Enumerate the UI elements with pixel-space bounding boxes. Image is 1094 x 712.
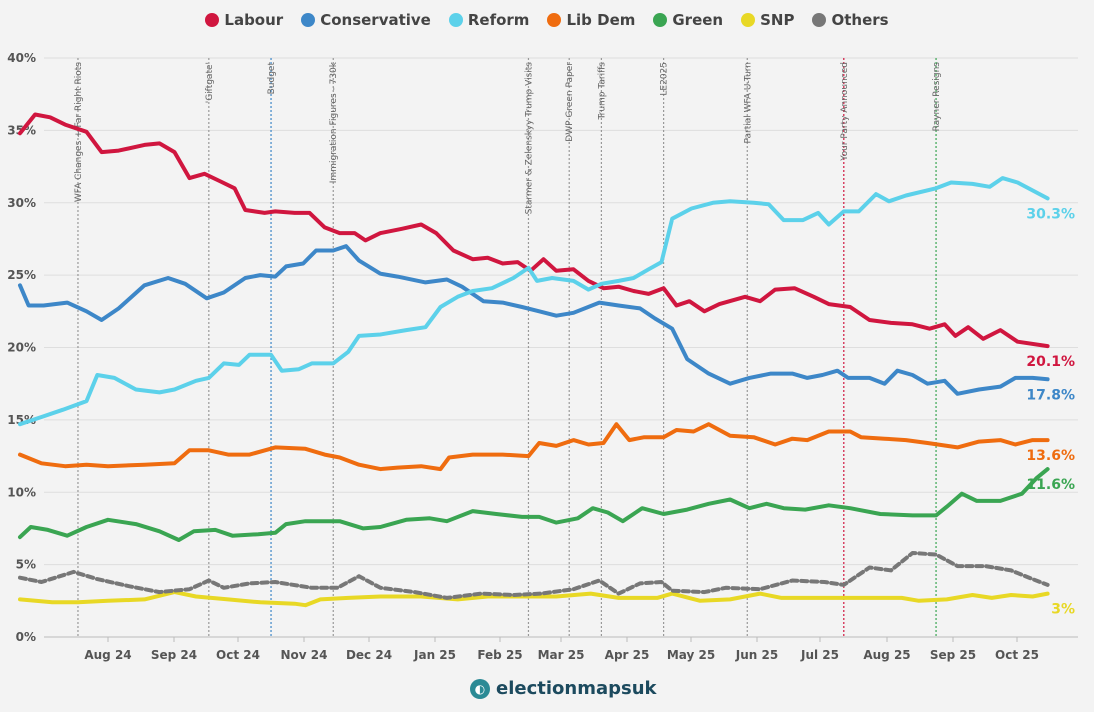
end-value-label: 13.6% bbox=[1026, 448, 1075, 464]
x-tick-label: Apr 25 bbox=[605, 648, 650, 662]
series-line-conservative bbox=[18, 244, 1050, 396]
y-tick-label: 10% bbox=[7, 485, 36, 499]
y-tick-label: 0% bbox=[16, 630, 36, 644]
y-tick-label: 20% bbox=[7, 341, 36, 355]
event-label: Your Party Announced bbox=[840, 62, 850, 162]
brand-footer: ◐ electionmapsuk bbox=[470, 678, 657, 699]
legend-label-labour: Labour bbox=[224, 11, 284, 29]
x-tick-label: Oct 24 bbox=[216, 648, 260, 662]
event-label: WFA Changes + Far Right Riots bbox=[74, 62, 84, 202]
series-line-snp bbox=[18, 590, 1050, 608]
x-tick-label: Sep 25 bbox=[930, 648, 976, 662]
legend-swatch-libdem bbox=[547, 13, 562, 27]
legend-label-snp: SNP bbox=[760, 11, 795, 29]
x-tick-label: Mar 25 bbox=[538, 648, 585, 662]
y-tick-label: 40% bbox=[7, 51, 36, 65]
event-label: DWP Green Paper bbox=[565, 62, 575, 142]
x-tick-label: Feb 25 bbox=[477, 648, 522, 662]
series-line-reform bbox=[18, 176, 1050, 427]
end-value-label: 3% bbox=[1051, 602, 1075, 618]
legend-libdem[interactable]: Lib Dem bbox=[547, 11, 635, 29]
legend-green[interactable]: Green bbox=[653, 11, 723, 29]
event-label: Starmer & Zelenskyy Trump Visits bbox=[524, 62, 534, 215]
legend-swatch-others bbox=[812, 13, 827, 27]
y-tick-label: 15% bbox=[7, 413, 36, 427]
end-value-label: 17.8% bbox=[1026, 387, 1075, 403]
x-tick-label: Jan 25 bbox=[413, 648, 456, 662]
legend-others[interactable]: Others bbox=[812, 11, 889, 29]
series-line-others bbox=[18, 551, 1050, 600]
y-tick-label: 30% bbox=[7, 196, 36, 210]
event-label: LE2025 bbox=[660, 62, 670, 96]
legend-swatch-snp bbox=[741, 13, 756, 27]
event-label: Rayner Resigns bbox=[932, 62, 942, 132]
end-value-label: 30.3% bbox=[1026, 206, 1075, 222]
end-value-label: 20.1% bbox=[1026, 354, 1075, 370]
chart-legend: Labour Conservative Reform Lib Dem Green… bbox=[0, 11, 1094, 29]
legend-snp[interactable]: SNP bbox=[741, 11, 794, 29]
legend-label-others: Others bbox=[831, 11, 889, 29]
series-line-green bbox=[18, 467, 1050, 542]
event-label: Budget bbox=[267, 62, 277, 95]
legend-label-conservative: Conservative bbox=[320, 11, 431, 29]
legend-label-libdem: Lib Dem bbox=[566, 11, 636, 29]
x-tick-label: Sep 24 bbox=[151, 648, 197, 662]
x-tick-label: Jul 25 bbox=[800, 648, 839, 662]
legend-swatch-conservative bbox=[301, 13, 316, 27]
legend-label-reform: Reform bbox=[467, 11, 530, 29]
legend-reform[interactable]: Reform bbox=[448, 11, 530, 29]
x-tick-label: Aug 24 bbox=[84, 648, 131, 662]
brand-name: electionmapsuk bbox=[496, 678, 657, 699]
event-label: Immigration Figures - 730k bbox=[329, 61, 339, 183]
event-label: Trump Tariffs bbox=[597, 62, 607, 121]
x-tick-label: Aug 25 bbox=[863, 648, 910, 662]
legend-swatch-green bbox=[653, 13, 668, 27]
end-value-label: 11.6% bbox=[1026, 477, 1075, 493]
x-tick-label: Oct 25 bbox=[995, 648, 1039, 662]
legend-swatch-labour bbox=[205, 13, 220, 27]
legend-label-green: Green bbox=[672, 11, 724, 29]
series-line-lib-dem bbox=[18, 422, 1050, 472]
legend-conservative[interactable]: Conservative bbox=[301, 11, 431, 29]
x-tick-label: Nov 24 bbox=[281, 648, 328, 662]
event-label: 'Giftgate' bbox=[205, 62, 215, 103]
x-tick-label: May 25 bbox=[667, 648, 715, 662]
x-tick-label: Jun 25 bbox=[735, 648, 778, 662]
legend-swatch-reform bbox=[448, 13, 463, 27]
series-line-labour bbox=[18, 112, 1050, 349]
y-tick-label: 5% bbox=[16, 558, 36, 572]
x-tick-label: Dec 24 bbox=[346, 648, 392, 662]
brand-logo-icon: ◐ bbox=[470, 678, 490, 699]
y-tick-label: 25% bbox=[7, 268, 36, 282]
legend-labour[interactable]: Labour bbox=[205, 11, 283, 29]
event-label: Partial WFA U-Turn bbox=[743, 62, 753, 144]
